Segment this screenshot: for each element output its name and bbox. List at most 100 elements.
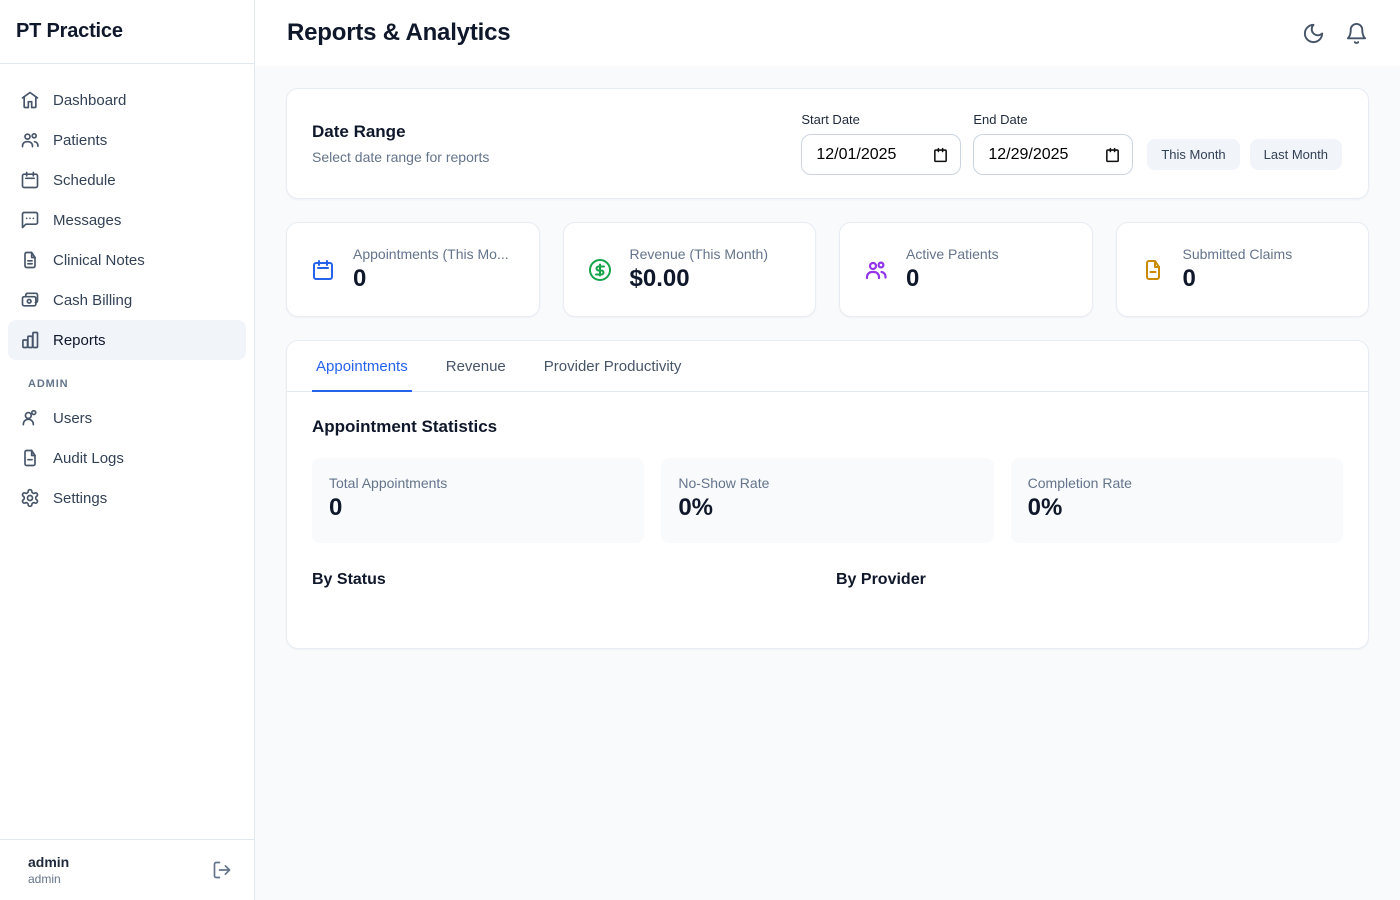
- logout-button[interactable]: [210, 858, 234, 882]
- end-date-group: End Date: [973, 112, 1133, 175]
- bar-chart-icon: [20, 330, 40, 350]
- calendar-picker-icon[interactable]: [932, 146, 949, 163]
- stat-text: Appointments (This Mo... 0: [353, 246, 509, 293]
- by-status-chart-area: [312, 589, 819, 623]
- start-date-wrap: [801, 134, 961, 175]
- metric-label: No-Show Rate: [678, 475, 976, 491]
- sidebar-item-dashboard[interactable]: Dashboard: [8, 80, 246, 120]
- range-buttons: This Month Last Month: [1147, 139, 1342, 175]
- metric-label: Total Appointments: [329, 475, 627, 491]
- tab-revenue[interactable]: Revenue: [442, 341, 510, 392]
- user-name: admin: [28, 854, 69, 870]
- document-icon: [1141, 258, 1165, 282]
- stat-text: Revenue (This Month) $0.00: [630, 246, 769, 293]
- bell-icon: [1345, 22, 1368, 45]
- last-month-button[interactable]: Last Month: [1250, 139, 1342, 170]
- stat-value: $0.00: [630, 265, 769, 293]
- audit-logs-icon: [20, 448, 40, 468]
- stat-label: Appointments (This Mo...: [353, 246, 509, 262]
- this-month-button[interactable]: This Month: [1147, 139, 1239, 170]
- sidebar-item-messages[interactable]: Messages: [8, 200, 246, 240]
- stat-label: Submitted Claims: [1183, 246, 1293, 262]
- gear-icon: [20, 488, 40, 508]
- by-provider-chart: By Provider: [836, 571, 1343, 623]
- date-range-subtitle: Select date range for reports: [312, 149, 489, 165]
- sidebar-item-label: Schedule: [53, 172, 116, 189]
- patients-icon: [864, 258, 888, 282]
- users-icon: [20, 408, 40, 428]
- clinical-notes-icon: [20, 250, 40, 270]
- date-range-heading: Date Range Select date range for reports: [312, 122, 489, 165]
- cash-icon: [20, 290, 40, 310]
- sidebar-item-settings[interactable]: Settings: [8, 478, 246, 518]
- moon-icon: [1302, 22, 1325, 45]
- stat-text: Submitted Claims 0: [1183, 246, 1293, 293]
- calendar-icon: [311, 258, 335, 282]
- topbar: Reports & Analytics: [255, 0, 1400, 66]
- reports-tab-card: Appointments Revenue Provider Productivi…: [286, 340, 1369, 649]
- tab-bar: Appointments Revenue Provider Productivi…: [287, 341, 1368, 392]
- notifications-button[interactable]: [1345, 22, 1368, 45]
- logout-icon: [212, 860, 232, 880]
- sidebar-item-audit-logs[interactable]: Audit Logs: [8, 438, 246, 478]
- sidebar-item-label: Patients: [53, 132, 107, 149]
- sidebar-item-label: Dashboard: [53, 92, 126, 109]
- theme-toggle-button[interactable]: [1302, 22, 1325, 45]
- messages-icon: [20, 210, 40, 230]
- home-icon: [20, 90, 40, 110]
- admin-section-label: ADMIN: [28, 378, 234, 390]
- charts-row: By Status By Provider: [312, 571, 1343, 623]
- sidebar: PT Practice Dashboard Patients Schedule …: [0, 0, 255, 900]
- metric-total-appointments: Total Appointments 0: [312, 458, 644, 543]
- appointments-tab-panel: Appointment Statistics Total Appointment…: [287, 392, 1368, 648]
- metric-value: 0: [329, 494, 627, 522]
- by-provider-chart-area: [836, 589, 1343, 623]
- stat-text: Active Patients 0: [906, 246, 999, 293]
- main-area: Reports & Analytics Date Range Select da…: [255, 0, 1400, 900]
- start-date-group: Start Date: [801, 112, 961, 175]
- sidebar-item-patients[interactable]: Patients: [8, 120, 246, 160]
- appointment-statistics-title: Appointment Statistics: [312, 417, 1343, 437]
- stat-label: Revenue (This Month): [630, 246, 769, 262]
- sidebar-item-clinical-notes[interactable]: Clinical Notes: [8, 240, 246, 280]
- sidebar-item-label: Reports: [53, 332, 106, 349]
- date-controls: Start Date End Date: [801, 112, 1342, 175]
- app-logo-area: PT Practice: [0, 0, 254, 64]
- stat-card-submitted-claims: Submitted Claims 0: [1116, 222, 1370, 317]
- user-area: admin admin: [0, 839, 254, 900]
- end-date-wrap: [973, 134, 1133, 175]
- sidebar-item-label: Users: [53, 410, 92, 427]
- user-info: admin admin: [28, 854, 69, 886]
- metric-label: Completion Rate: [1028, 475, 1326, 491]
- user-role: admin: [28, 872, 69, 886]
- metrics-row: Total Appointments 0 No-Show Rate 0% Com…: [312, 458, 1343, 543]
- by-provider-title: By Provider: [836, 571, 1343, 589]
- stat-card-revenue: Revenue (This Month) $0.00: [563, 222, 817, 317]
- start-date-label: Start Date: [801, 112, 961, 127]
- metric-completion-rate: Completion Rate 0%: [1011, 458, 1343, 543]
- date-range-title: Date Range: [312, 122, 489, 142]
- by-status-title: By Status: [312, 571, 819, 589]
- metric-value: 0%: [1028, 494, 1326, 522]
- stat-value: 0: [353, 265, 509, 293]
- sidebar-item-label: Cash Billing: [53, 292, 132, 309]
- sidebar-item-schedule[interactable]: Schedule: [8, 160, 246, 200]
- metric-no-show-rate: No-Show Rate 0%: [661, 458, 993, 543]
- calendar-picker-icon[interactable]: [1104, 146, 1121, 163]
- tab-provider-productivity[interactable]: Provider Productivity: [540, 341, 686, 392]
- by-status-chart: By Status: [312, 571, 819, 623]
- stat-value: 0: [1183, 265, 1293, 293]
- sidebar-item-users[interactable]: Users: [8, 398, 246, 438]
- sidebar-item-label: Clinical Notes: [53, 252, 145, 269]
- sidebar-item-cash-billing[interactable]: Cash Billing: [8, 280, 246, 320]
- sidebar-spacer: [0, 518, 254, 839]
- stat-value: 0: [906, 265, 999, 293]
- sidebar-item-label: Settings: [53, 490, 107, 507]
- tab-appointments[interactable]: Appointments: [312, 341, 412, 392]
- topbar-actions: [1302, 22, 1368, 45]
- sidebar-item-reports[interactable]: Reports: [8, 320, 246, 360]
- sidebar-item-label: Audit Logs: [53, 450, 124, 467]
- calendar-icon: [20, 170, 40, 190]
- sidebar-item-label: Messages: [53, 212, 121, 229]
- stats-row: Appointments (This Mo... 0 Revenue (This…: [286, 222, 1369, 317]
